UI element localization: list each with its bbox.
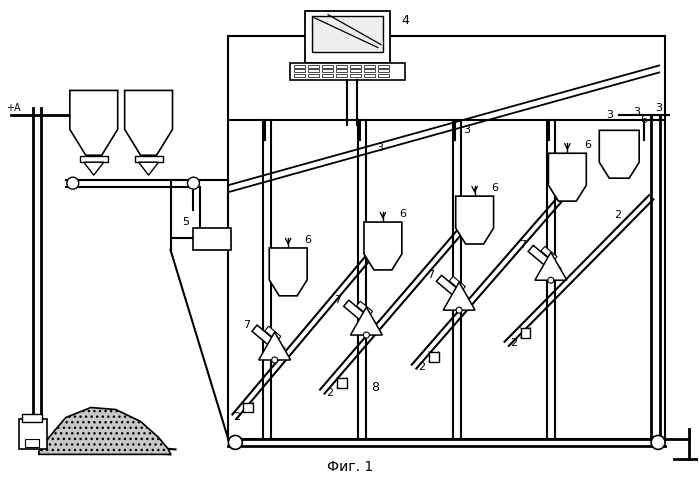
Polygon shape — [535, 252, 567, 280]
Circle shape — [67, 177, 79, 189]
Bar — [350, 74, 361, 78]
Bar — [19, 420, 47, 449]
Bar — [336, 74, 347, 78]
Polygon shape — [443, 282, 475, 310]
Bar — [350, 65, 361, 68]
Text: 6: 6 — [641, 115, 648, 125]
Bar — [364, 69, 375, 72]
Text: 2: 2 — [326, 388, 333, 398]
Text: 3: 3 — [656, 103, 663, 114]
Bar — [337, 377, 347, 388]
Circle shape — [651, 435, 665, 449]
Circle shape — [272, 357, 278, 363]
Bar — [25, 439, 39, 447]
Polygon shape — [259, 332, 291, 360]
Bar — [336, 65, 347, 68]
Polygon shape — [449, 276, 466, 291]
Text: 6: 6 — [491, 183, 498, 193]
Text: 5: 5 — [182, 217, 189, 227]
Bar — [364, 74, 375, 78]
Bar — [521, 328, 531, 338]
Polygon shape — [456, 196, 493, 244]
Text: 3: 3 — [606, 110, 613, 120]
Text: 2: 2 — [418, 362, 426, 372]
Polygon shape — [39, 408, 171, 455]
Bar — [428, 352, 439, 362]
Polygon shape — [252, 325, 284, 354]
Bar — [194, 228, 231, 250]
Text: 7: 7 — [243, 320, 250, 330]
Polygon shape — [124, 91, 173, 155]
Text: 6: 6 — [305, 235, 312, 245]
Text: 6: 6 — [584, 140, 591, 150]
Bar — [336, 69, 347, 72]
Bar — [294, 74, 305, 78]
Text: 2: 2 — [614, 210, 621, 220]
Bar — [308, 65, 319, 68]
Bar — [322, 69, 333, 72]
Polygon shape — [549, 153, 586, 201]
Polygon shape — [356, 301, 373, 316]
Polygon shape — [265, 326, 281, 341]
Polygon shape — [436, 275, 469, 305]
Bar — [80, 156, 108, 162]
Text: +A: +A — [6, 103, 20, 114]
Bar — [350, 69, 361, 72]
Bar — [243, 402, 253, 412]
Text: 2: 2 — [510, 338, 517, 348]
Polygon shape — [138, 162, 159, 175]
Bar — [322, 65, 333, 68]
Bar — [378, 74, 389, 78]
Text: 3: 3 — [463, 125, 470, 136]
Bar — [308, 69, 319, 72]
Bar — [135, 156, 163, 162]
Polygon shape — [364, 222, 402, 270]
Bar — [290, 63, 405, 80]
Bar — [229, 35, 665, 439]
Text: 3: 3 — [634, 107, 641, 117]
Polygon shape — [350, 307, 382, 335]
Polygon shape — [70, 91, 117, 155]
Text: 7: 7 — [334, 295, 342, 305]
Text: 8: 8 — [371, 381, 379, 394]
Bar — [294, 65, 305, 68]
Text: 2: 2 — [233, 412, 240, 422]
Text: Фиг. 1: Фиг. 1 — [327, 460, 373, 474]
Polygon shape — [269, 248, 307, 296]
Bar — [378, 69, 389, 72]
Bar — [378, 65, 389, 68]
Circle shape — [548, 277, 554, 283]
Text: 4: 4 — [401, 14, 409, 27]
Circle shape — [363, 332, 369, 338]
Bar — [322, 74, 333, 78]
Circle shape — [456, 307, 462, 313]
Bar — [312, 16, 383, 52]
Text: 6: 6 — [399, 209, 406, 219]
Circle shape — [229, 435, 243, 449]
Bar — [364, 65, 375, 68]
Text: 3: 3 — [377, 143, 384, 153]
Text: 7: 7 — [519, 240, 526, 250]
Text: 7: 7 — [427, 270, 434, 280]
Bar — [305, 11, 390, 63]
Bar — [294, 69, 305, 72]
Bar — [308, 74, 319, 78]
Polygon shape — [541, 246, 557, 261]
Polygon shape — [528, 245, 561, 274]
Polygon shape — [344, 300, 376, 330]
Polygon shape — [84, 162, 103, 175]
Polygon shape — [599, 130, 639, 178]
Bar — [22, 414, 42, 422]
Circle shape — [187, 177, 199, 189]
